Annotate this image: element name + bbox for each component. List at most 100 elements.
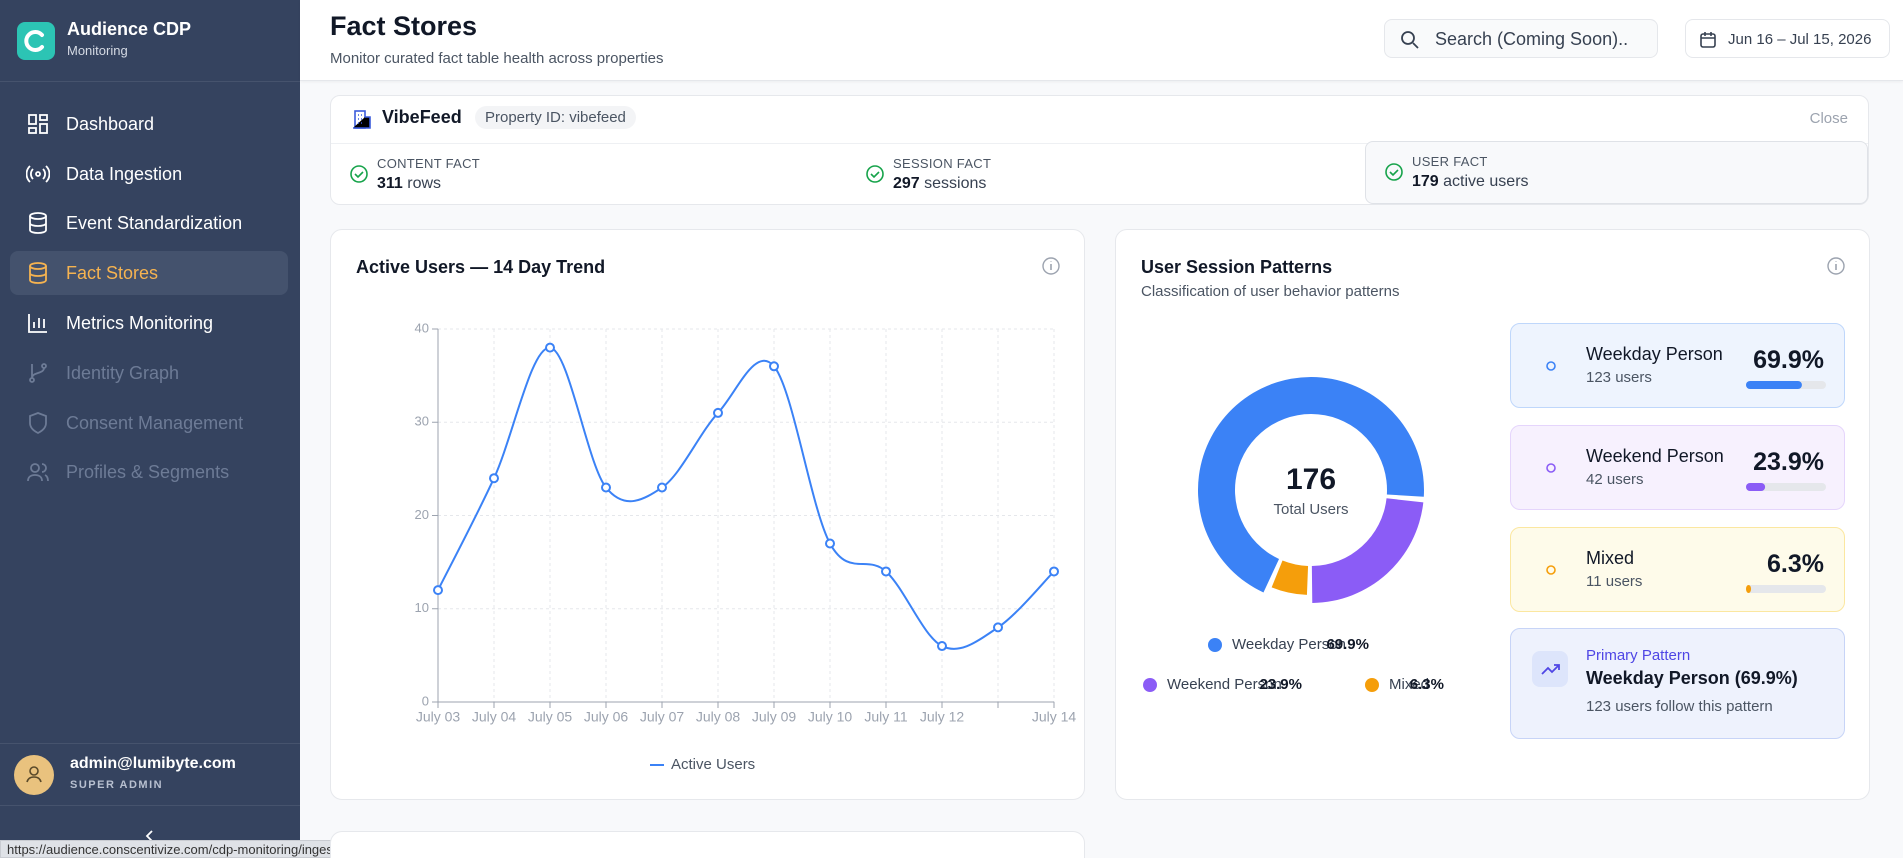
nav-label: Data Ingestion	[66, 163, 183, 184]
pattern-icon-dot	[1546, 361, 1556, 371]
legend-value: 69.9%	[1326, 636, 1369, 653]
x-tick-label: July 03	[416, 709, 461, 725]
user-role: SUPER ADMIN	[70, 779, 164, 791]
pattern-icon	[1546, 565, 1556, 575]
property-icon	[353, 110, 371, 129]
point	[993, 622, 1003, 633]
collapse-button[interactable]	[142, 828, 158, 844]
nav-icon	[29, 212, 47, 234]
fact-number: 179	[1412, 173, 1439, 190]
fact-number: 297	[893, 175, 920, 192]
close-button[interactable]: Close	[1809, 110, 1848, 127]
point	[601, 482, 611, 493]
progress-fill	[1746, 585, 1752, 593]
brand-sub: Monitoring	[67, 43, 128, 58]
check-icon	[1385, 163, 1403, 181]
fact-unit: rows	[407, 175, 442, 192]
fact-label: SESSION FACT	[893, 156, 992, 171]
avatar-icon	[26, 766, 42, 783]
divider	[0, 743, 300, 744]
y-tick-label: 0	[422, 693, 429, 708]
fact-unit: sessions	[924, 175, 987, 192]
nav-item[interactable]: Profiles & Segments	[10, 450, 288, 494]
search-placeholder: Search (Coming Soon)..	[1435, 29, 1629, 49]
pattern-count: 42 users	[1586, 471, 1644, 488]
search-icon	[1401, 31, 1419, 49]
pie-slice	[1271, 560, 1309, 595]
progress	[1746, 483, 1826, 491]
point	[1049, 566, 1059, 577]
property-panel: VibeFeed Property ID: vibefeed Close CON…	[330, 95, 1869, 205]
info-icon[interactable]	[1827, 257, 1845, 275]
header: Fact Stores Monitor curated fact table h…	[300, 0, 1903, 81]
page-title: Fact Stores	[330, 11, 478, 41]
pattern-count: 123 users	[1586, 369, 1652, 386]
nav-item[interactable]: Event Standardization	[10, 201, 288, 245]
pattern-percent: 6.3%	[1767, 550, 1824, 578]
x-tick-label: July 12	[920, 709, 965, 725]
x-tick-label: July 11	[864, 709, 908, 725]
nav-icon	[27, 463, 49, 482]
pattern-name: Mixed	[1586, 548, 1635, 568]
legend-label: Active Users	[671, 756, 755, 773]
chart-title: Active Users — 14 Day Trend	[356, 257, 605, 277]
info-icon[interactable]	[1042, 257, 1060, 275]
legend-label: Weekend Person	[1167, 676, 1282, 693]
nav-item[interactable]: Identity Graph	[10, 351, 288, 395]
divider	[0, 805, 300, 806]
nav-item[interactable]: Data Ingestion	[10, 152, 288, 196]
fact-item[interactable]: USER FACT 179 active users	[1365, 141, 1868, 204]
pattern-count: 11 users	[1586, 573, 1643, 590]
legend-value: 23.9%	[1259, 676, 1302, 693]
fact-count: 179 active users	[1412, 173, 1529, 191]
primary-card: Primary Pattern Weekday Person (69.9%) 1…	[1510, 628, 1845, 739]
trend-glyph	[1541, 664, 1560, 675]
fact-count: 297 sessions	[893, 175, 986, 193]
point	[489, 473, 499, 484]
nav-item[interactable]: Dashboard	[10, 102, 288, 146]
nav-icon	[29, 363, 47, 383]
fact-unit: active users	[1443, 173, 1529, 190]
pattern-name: Weekend Person	[1586, 446, 1724, 466]
next-card	[330, 831, 1085, 858]
nav-item[interactable]: Metrics Monitoring	[10, 301, 288, 345]
search-box[interactable]: Search (Coming Soon)..	[1384, 19, 1658, 58]
fact-count: 311 rows	[377, 175, 441, 193]
point	[937, 641, 947, 652]
primary-label: Primary Pattern	[1586, 647, 1691, 664]
point	[825, 538, 835, 549]
legend-swatch	[1208, 638, 1222, 652]
fact-number: 311	[377, 175, 403, 192]
divider	[331, 143, 1868, 144]
legend-label: Mixed	[1389, 676, 1429, 693]
trend-icon	[1532, 651, 1568, 687]
y-tick-label: 10	[415, 600, 429, 615]
x-tick-label: July 14	[1032, 709, 1077, 725]
nav-item[interactable]: Consent Management	[10, 401, 288, 445]
brand: Audience CDP	[67, 19, 192, 39]
check-icon	[350, 165, 368, 183]
line-card: Active Users — 14 Day Trend 0 10 20 30 40 Jul…	[330, 229, 1085, 800]
divider	[0, 81, 300, 82]
progress-fill	[1746, 483, 1766, 491]
x-tick-label: July 07	[640, 709, 685, 725]
nav-label: Event Standardization	[66, 212, 243, 233]
user-email: admin@lumibyte.com	[70, 755, 236, 772]
nav-item[interactable]: Fact Stores	[10, 251, 288, 295]
nav-label: Dashboard	[66, 113, 155, 134]
pattern-card: Weekday Person 123 users 69.9%	[1510, 323, 1845, 408]
y-tick-label: 30	[415, 414, 429, 429]
x-tick-label: July 10	[808, 709, 853, 725]
nav-label: Profiles & Segments	[66, 461, 230, 482]
center-value: 176	[1286, 463, 1336, 496]
primary-note: 123 users follow this pattern	[1586, 698, 1773, 715]
date-picker[interactable]: Jun 16 – Jul 15, 2026	[1685, 19, 1890, 58]
x-tick-label: July 04	[472, 709, 517, 725]
line	[437, 346, 1055, 650]
pie-chart: User Session Patterns Classification of …	[1141, 257, 1845, 693]
progress-track	[1746, 483, 1826, 491]
page-subtitle: Monitor curated fact table health across…	[330, 50, 664, 67]
status-url: https://audience.conscentivize.com/cdp-m…	[0, 840, 361, 858]
nav-icon	[29, 412, 47, 435]
